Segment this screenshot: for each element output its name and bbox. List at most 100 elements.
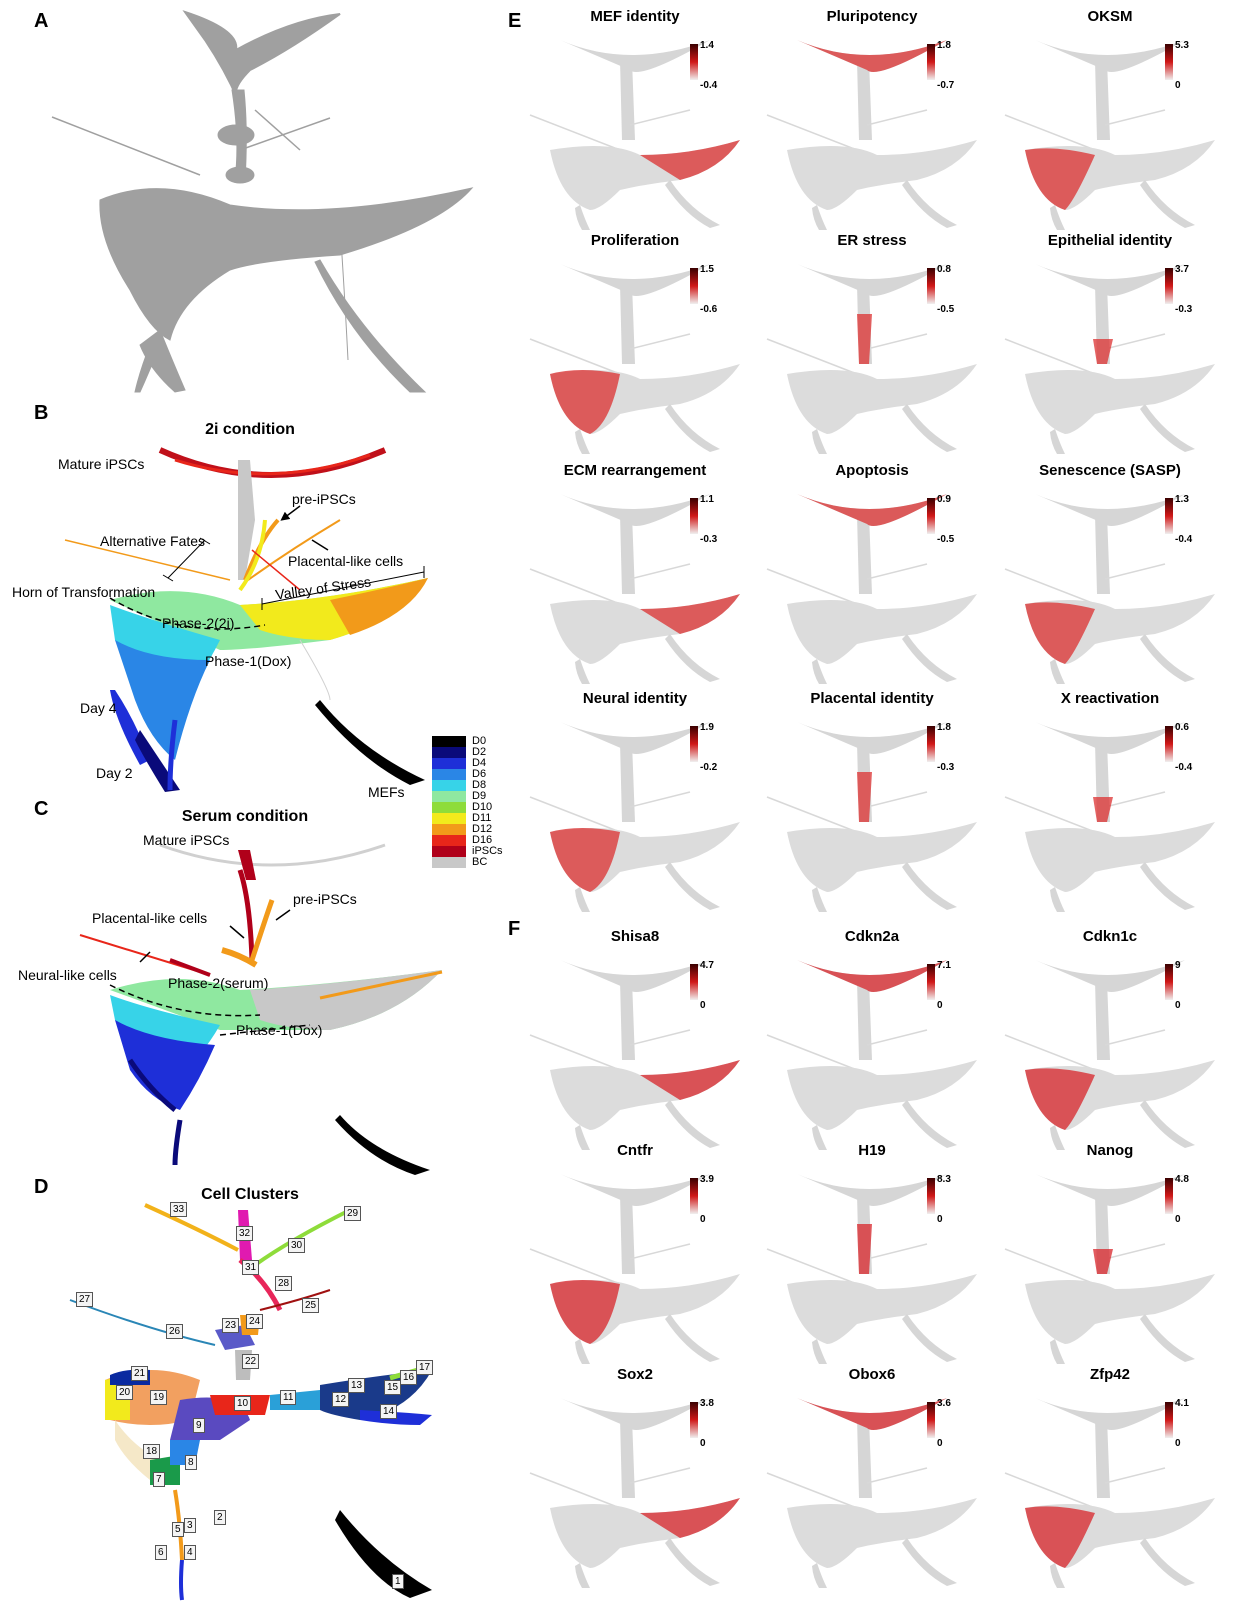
b-phase1: Phase-1(Dox) [205,653,292,669]
signature-ecm-rearrangement-max: 1.1 [700,494,714,505]
signature-mef-identity-max: 1.4 [700,40,714,51]
cluster-label-14: 14 [380,1404,398,1419]
gene-h19-embedding [766,1174,977,1364]
signature-proliferation-colorbar [690,268,698,304]
cluster-label-21: 21 [131,1366,149,1381]
c-pre-ipscs: pre-iPSCs [293,891,357,907]
signature-proliferation-max: 1.5 [700,264,714,275]
cluster-label-24: 24 [246,1314,264,1329]
legend-label-d9: D9 [472,790,487,802]
gene-sox2-max: 3.8 [700,1398,714,1409]
signature-epithelial-identity-max: 3.7 [1175,264,1189,275]
legend-swatch-d11 [432,813,466,824]
cluster-label-10: 10 [234,1396,252,1411]
panel-label-f: F [508,918,521,940]
time-legend: D0 D2 D4 D6 D8 D9 D10 D11 D12 D16 iPSCs BC [432,736,512,876]
signature-placental-identity-embedding [766,722,977,912]
cluster-label-25: 25 [302,1298,320,1313]
gene-obox6-min: 0 [937,1438,943,1449]
signature-senescence-sasp--embedding [1004,494,1215,684]
signature-oksm-max: 5.3 [1175,40,1189,51]
cluster-label-17: 17 [416,1360,434,1375]
signature-x-reactivation-min: -0.4 [1175,762,1193,773]
cluster-label-9: 9 [193,1418,205,1433]
gene-zfp42-colorbar [1165,1402,1173,1438]
b-mefs: MEFs [368,784,405,800]
legend-label-bc: BC [472,856,488,868]
cluster-label-3: 3 [184,1518,196,1533]
b-alternative-fates: Alternative Fates [100,533,206,549]
legend-swatch-d12 [432,824,466,835]
signature-placental-identity-max: 1.8 [937,722,951,733]
gene-shisa8-max: 4.7 [700,960,714,971]
signature-mef-identity-title: MEF identity [590,8,680,25]
legend-swatch-d8 [432,780,466,791]
c-placental-like: Placental-like cells [92,910,208,926]
legend-label-d8: D8 [472,779,487,791]
gene-nanog-max: 4.8 [1175,1174,1189,1185]
gene-sox2-colorbar [690,1402,698,1438]
gene-obox6-title: Obox6 [848,1366,896,1383]
cluster-label-13: 13 [348,1378,366,1393]
signature-proliferation-min: -0.6 [700,304,718,315]
legend-label-d4: D4 [472,757,487,769]
cluster-label-6: 6 [155,1545,167,1560]
cluster-label-15: 15 [384,1380,402,1395]
legend-swatch-d2 [432,747,466,758]
c-phase1: Phase-1(Dox) [236,1022,323,1038]
signature-epithelial-identity-embedding [1004,264,1215,454]
cluster-label-20: 20 [116,1385,134,1400]
signature-oksm-min: 0 [1175,80,1181,91]
gene-cdkn2a-colorbar [927,964,935,1000]
gene-h19-title: H19 [858,1142,886,1159]
signature-epithelial-identity-min: -0.3 [1175,304,1193,315]
cluster-label-1: 1 [392,1574,404,1589]
signature-senescence-sasp--min: -0.4 [1175,534,1193,545]
gene-shisa8-title: Shisa8 [610,928,660,945]
gene-cntfr-title: Cntfr [617,1142,653,1159]
b-day4: Day 4 [80,700,117,716]
signature-er-stress-embedding [766,264,977,454]
signature-neural-identity-title: Neural identity [582,690,688,707]
cluster-label-33: 33 [170,1202,188,1217]
legend-label-d6: D6 [472,768,487,780]
signature-mef-identity-embedding [529,40,740,230]
cluster-label-29: 29 [344,1206,362,1221]
signature-neural-identity-colorbar [690,726,698,762]
cluster-label-16: 16 [400,1370,418,1385]
gene-h19-min: 0 [937,1214,943,1225]
gene-shisa8-min: 0 [700,1000,706,1011]
legend-label-d0: D0 [472,735,487,747]
cluster-label-2: 2 [214,1510,226,1525]
signature-epithelial-identity-colorbar [1165,268,1173,304]
signature-senescence-sasp--colorbar [1165,498,1173,534]
signature-apoptosis-min: -0.5 [937,534,955,545]
cluster-label-4: 4 [184,1545,196,1560]
gene-nanog-colorbar [1165,1178,1173,1214]
signature-senescence-sasp--max: 1.3 [1175,494,1189,505]
signature-mef-identity-colorbar [690,44,698,80]
signature-placental-identity-colorbar [927,726,935,762]
b-mature-ipscs: Mature iPSCs [58,456,145,472]
gene-cdkn2a-embedding [766,960,977,1150]
gene-sox2-min: 0 [700,1438,706,1449]
gene-nanog-embedding [1004,1174,1215,1364]
gene-cntfr-embedding [529,1174,740,1364]
gene-sox2-embedding [529,1398,740,1588]
legend-swatch-d4 [432,758,466,769]
signature-epithelial-identity-title: Epithelial identity [1047,232,1173,249]
signature-ecm-rearrangement-min: -0.3 [700,534,718,545]
signature-x-reactivation-max: 0.6 [1175,722,1189,733]
legend-label-d2: D2 [472,746,487,758]
gene-cdkn1c-min: 0 [1175,1000,1181,1011]
cluster-label-7: 7 [153,1472,165,1487]
legend-label-ipscs: iPSCs [472,845,503,857]
cluster-label-32: 32 [236,1226,254,1241]
cluster-label-27: 27 [76,1292,94,1307]
signature-er-stress-max: 0.8 [937,264,951,275]
panel-b-title: 2i condition [205,421,295,438]
signature-oksm-colorbar [1165,44,1173,80]
gene-nanog-title: Nanog [1086,1142,1134,1159]
signature-senescence-sasp--title: Senescence (SASP) [1039,462,1181,479]
